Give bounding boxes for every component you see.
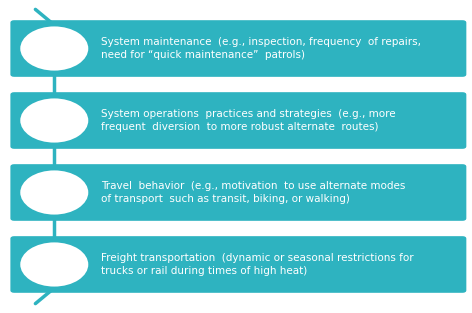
FancyBboxPatch shape [10,236,466,293]
Text: Travel  behavior  (e.g., motivation  to use alternate modes
of transport  such a: Travel behavior (e.g., motivation to use… [101,181,406,204]
Text: System operations  practices and strategies  (e.g., more
frequent  diversion  to: System operations practices and strategi… [101,109,396,132]
FancyBboxPatch shape [10,92,466,149]
Text: System maintenance  (e.g., inspection, frequency  of repairs,
need for “quick ma: System maintenance (e.g., inspection, fr… [101,37,421,60]
Circle shape [19,25,90,72]
FancyBboxPatch shape [10,164,466,221]
FancyBboxPatch shape [10,20,466,77]
Circle shape [19,241,90,288]
Circle shape [19,97,90,144]
Text: Freight transportation  (dynamic or seasonal restrictions for
trucks or rail dur: Freight transportation (dynamic or seaso… [101,253,414,276]
Circle shape [19,169,90,216]
